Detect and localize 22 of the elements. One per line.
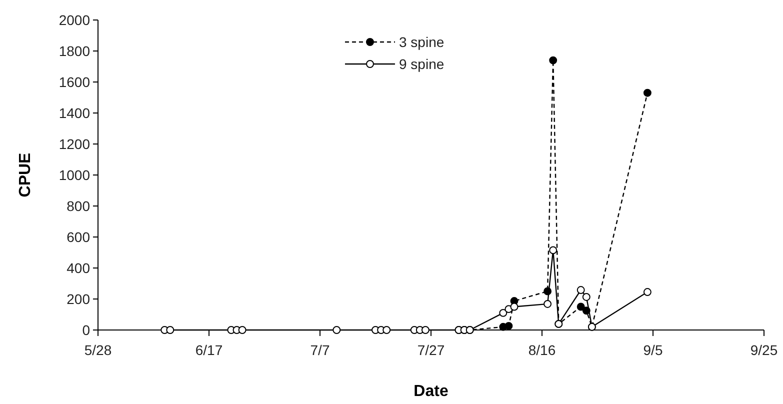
x-tick-label: 5/28 bbox=[84, 342, 112, 358]
y-tick-label: 200 bbox=[66, 290, 90, 307]
x-tick-label: 9/25 bbox=[750, 342, 778, 358]
x-tick-label: 7/7 bbox=[310, 342, 330, 358]
x-tick-label: 6/17 bbox=[195, 342, 223, 358]
y-tick-label: 0 bbox=[82, 322, 90, 338]
y-tick-label: 800 bbox=[66, 198, 90, 214]
legend-label: 3 spine bbox=[399, 34, 444, 50]
x-tick-label: 8/16 bbox=[528, 342, 556, 358]
x-tick-label: 7/27 bbox=[417, 342, 445, 358]
legend-label: 9 spine bbox=[399, 56, 444, 72]
y-tick-label: 1800 bbox=[58, 42, 90, 59]
y-tick-label: 600 bbox=[66, 228, 90, 245]
y-tick-label: 1600 bbox=[58, 74, 90, 90]
y-tick-label: 1000 bbox=[58, 166, 90, 183]
x-axis-title: Date bbox=[414, 383, 448, 400]
y-tick-label: 2000 bbox=[58, 12, 90, 28]
y-tick-label: 1200 bbox=[58, 136, 90, 152]
y-tick-label: 1400 bbox=[58, 104, 90, 121]
y-tick-label: 400 bbox=[66, 260, 90, 276]
x-tick-label: 9/5 bbox=[643, 342, 663, 358]
y-axis-title: CPUE bbox=[17, 152, 34, 198]
